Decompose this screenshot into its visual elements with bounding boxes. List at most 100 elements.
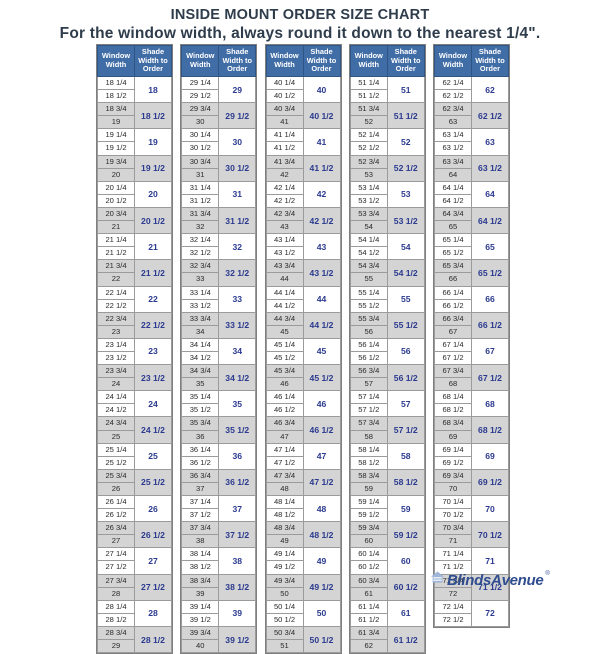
window-width-cell: 51 [265, 639, 304, 654]
size-chart-group: Window Width Shade Width to Order 40 1/4 40… [264, 44, 342, 654]
shade-width-cell: 23 1/2 [134, 364, 172, 392]
window-width-cell: 66 1/4 [434, 285, 472, 300]
window-width-cell: 29 1/2 [181, 89, 220, 104]
window-width-cell: 53 [349, 167, 388, 182]
window-width-cell: 63 3/4 [434, 154, 472, 169]
size-chart-table-groups: Window Width Shade Width to Order 18 1/4 18… [96, 44, 510, 654]
table-row: 30 [181, 115, 256, 130]
shade-width-cell: 24 1/2 [134, 416, 172, 444]
table-row: 47 3/4 47 1/2 [265, 468, 341, 497]
page-title: INSIDE MOUNT ORDER SIZE CHART [170, 7, 430, 23]
table-row: 44 3/4 44 1/2 [265, 311, 341, 339]
table-row: 64 3/4 64 1/2 [434, 206, 509, 235]
shade-width-cell: 18 1/2 [134, 102, 172, 130]
window-width-cell: 28 3/4 [97, 625, 135, 641]
shade-width-cell: 31 1/2 [218, 206, 257, 235]
window-width-cell: 24 [97, 377, 135, 392]
window-width-cell: 25 3/4 [97, 468, 135, 483]
column-header-window-width: Window Width [265, 45, 304, 77]
shade-width-cell: 28 [134, 599, 172, 627]
shade-width-cell: 65 [471, 233, 509, 261]
table-row: 20 1/4 20 [97, 180, 172, 208]
window-width-cell: 70 1/2 [434, 508, 472, 523]
window-width-cell: 19 1/2 [97, 141, 135, 156]
table-row: 58 [349, 429, 424, 444]
table-row: 42 [265, 167, 340, 182]
window-width-cell: 23 1/4 [97, 337, 135, 352]
window-width-cell: 69 1/4 [434, 442, 472, 457]
table-row: 21 3/4 21 1/2 [97, 259, 172, 287]
shade-width-cell: 54 1/2 [386, 259, 425, 287]
window-width-cell: 34 3/4 [181, 364, 220, 379]
table-row: 37 1/4 37 [181, 494, 257, 523]
shade-width-cell: 72 [471, 599, 509, 627]
table-row: 56 1/4 56 [349, 337, 425, 366]
window-width-cell: 42 3/4 [265, 206, 304, 222]
window-width-cell: 37 1/4 [181, 494, 220, 510]
window-width-cell: 58 3/4 [349, 468, 388, 483]
table-row: 66 [434, 272, 509, 287]
shade-width-cell: 38 1/2 [218, 573, 257, 601]
window-width-cell: 34 1/4 [181, 337, 220, 352]
window-width-cell: 47 3/4 [265, 468, 304, 483]
window-width-cell: 50 3/4 [265, 625, 304, 641]
window-width-cell: 44 [265, 272, 304, 287]
table-row: 57 3/4 57 1/2 [349, 416, 425, 444]
table-row: 40 3/4 40 1/2 [265, 102, 341, 130]
table-row: 61 1/4 61 [349, 599, 425, 627]
table-row: 45 1/2 [265, 350, 340, 366]
window-width-cell: 41 [265, 115, 304, 130]
table-row: 65 [434, 220, 509, 235]
window-width-cell: 67 [434, 324, 472, 339]
window-width-cell: 59 [349, 481, 388, 497]
table-row: 18 1/4 18 [97, 75, 172, 104]
table-row: 19 3/4 19 1/2 [97, 154, 172, 182]
window-width-cell: 61 [349, 586, 388, 601]
shade-width-cell: 67 [471, 337, 509, 366]
window-width-cell: 32 [181, 220, 220, 235]
table-row: 68 1/4 68 [434, 390, 509, 418]
table-row: 62 1/4 62 [434, 75, 509, 104]
window-width-cell: 35 1/4 [181, 390, 220, 405]
shade-width-cell: 64 [471, 180, 509, 208]
table-row: 40 1/2 [265, 89, 340, 104]
table-row: 58 1/4 58 [349, 442, 425, 470]
window-width-cell: 47 1/4 [265, 442, 304, 457]
size-chart-group: Window Width Shade Width to Order 18 1/4 18… [96, 44, 173, 654]
table-row: 33 3/4 33 1/2 [181, 311, 257, 339]
table-row: 60 [349, 534, 424, 549]
shade-width-cell: 46 [302, 390, 341, 418]
table-row: 57 [349, 377, 424, 392]
table-row: 25 1/2 [97, 455, 172, 470]
window-width-cell: 70 1/4 [434, 494, 472, 510]
window-width-cell: 49 1/4 [265, 547, 304, 562]
table-row: 28 1/4 28 [97, 599, 172, 627]
shade-width-cell: 70 [471, 494, 509, 523]
window-width-cell: 60 1/4 [349, 547, 388, 562]
size-chart-table: Window Width Shade Width to Order 29 1/4 29… [181, 45, 257, 654]
table-row: 36 1/4 36 [181, 442, 257, 470]
window-width-cell: 48 3/4 [265, 521, 304, 536]
size-chart-group: Window Width Shade Width to Order 51 1/4 51… [348, 44, 426, 654]
shade-width-cell: 24 [134, 390, 172, 418]
table-row: 55 1/2 [349, 298, 424, 313]
window-width-cell: 64 3/4 [434, 206, 472, 222]
table-row: 47 [265, 429, 340, 444]
window-width-cell: 50 1/2 [265, 612, 304, 627]
window-width-cell: 42 1/2 [265, 193, 304, 208]
brand-logo[interactable]: BlindsAvenue ® [430, 570, 550, 590]
table-row: 57 1/4 57 [349, 390, 425, 418]
window-width-cell: 28 1/4 [97, 599, 135, 614]
shade-width-cell: 42 [302, 180, 341, 208]
table-row: 68 [434, 377, 509, 392]
shade-width-cell: 58 1/2 [386, 468, 425, 497]
table-row: 32 3/4 32 1/2 [181, 259, 257, 287]
window-width-cell: 62 1/2 [434, 89, 472, 104]
window-width-cell: 25 [97, 429, 135, 444]
table-row: 51 1/4 51 [349, 75, 425, 104]
window-width-cell: 63 [434, 115, 472, 130]
shade-width-cell: 31 [218, 180, 257, 208]
table-row: 43 1/2 [265, 246, 340, 261]
window-width-cell: 65 3/4 [434, 259, 472, 274]
window-width-cell: 63 1/4 [434, 128, 472, 143]
